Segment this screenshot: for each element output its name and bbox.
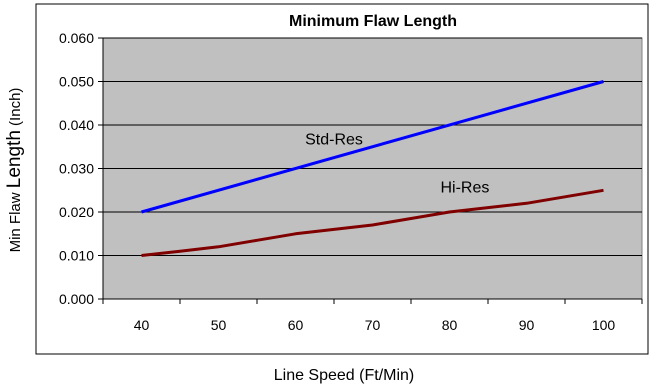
y-axis-title-part-3: (Inch)	[7, 88, 24, 131]
series-labels: Std-Res Hi-Res	[305, 132, 489, 197]
x-tick-label: 60	[288, 317, 304, 333]
chart-title: Minimum Flaw Length	[289, 13, 457, 30]
x-tick-label: 50	[211, 317, 227, 333]
y-axis-title-part-1: Min Flaw	[7, 188, 24, 252]
y-axis-title-part-2: Length	[4, 130, 25, 188]
axes	[98, 37, 643, 304]
y-tick-label: 0.040	[59, 117, 94, 133]
x-tick-labels: 40 50 60 70 80 90 100	[134, 317, 616, 333]
series-label-std-res: Std-Res	[305, 132, 363, 149]
series-label-hi-res: Hi-Res	[440, 179, 489, 196]
x-axis-title: Line Speed (Ft/Min)	[274, 367, 415, 384]
y-tick-label: 0.020	[59, 204, 94, 220]
y-tick-label: 0.030	[59, 161, 94, 177]
x-tick-label: 70	[365, 317, 381, 333]
grid-lines	[103, 37, 642, 256]
series-line-hi-res	[141, 188, 604, 257]
series-lines	[141, 80, 604, 257]
y-tick-label: 0.060	[59, 30, 94, 46]
series-line-std-res	[141, 80, 604, 214]
y-tick-label: 0.050	[59, 74, 94, 90]
y-axis-title: Min Flaw Length (Inch)	[4, 88, 25, 253]
x-tick-label: 80	[442, 317, 458, 333]
x-tick-label: 100	[592, 317, 616, 333]
x-tick-label: 90	[519, 317, 535, 333]
x-tick-label: 40	[134, 317, 150, 333]
y-tick-labels: 0.000 0.010 0.020 0.030 0.040 0.050 0.060	[59, 30, 94, 307]
y-tick-label: 0.010	[59, 248, 94, 264]
y-tick-label: 0.000	[59, 291, 94, 307]
